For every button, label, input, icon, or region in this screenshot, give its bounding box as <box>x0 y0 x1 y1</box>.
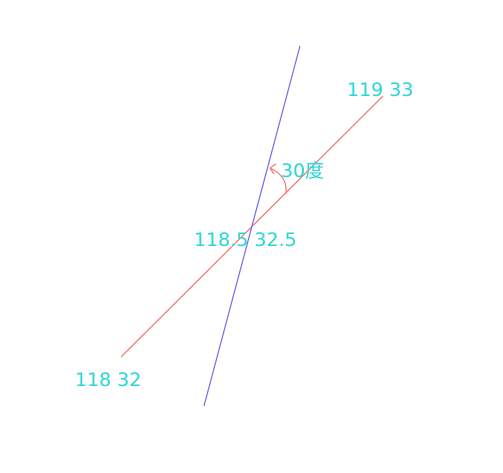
label-angle: 30度 <box>281 160 324 182</box>
label-point-center: 118.5 32.5 <box>194 229 297 251</box>
label-point-top-right: 119 33 <box>347 79 413 101</box>
blue-line <box>203 45 301 407</box>
label-point-bottom-left: 118 32 <box>75 369 141 391</box>
angle-arc <box>269 167 287 195</box>
angle-arrow-icon <box>269 163 277 175</box>
